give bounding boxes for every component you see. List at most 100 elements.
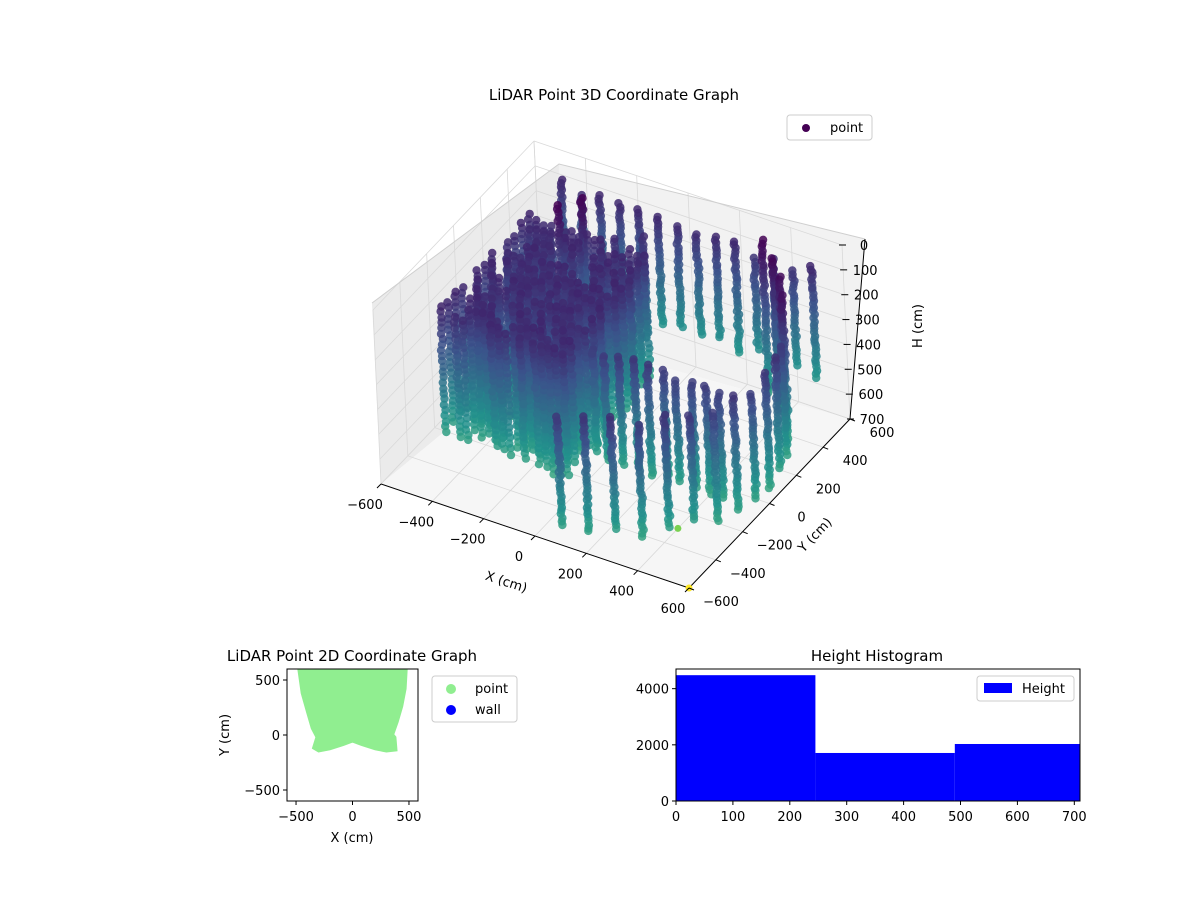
lidar-point (629, 355, 638, 364)
lidar-point (758, 287, 768, 297)
lidar-point (730, 254, 739, 263)
lidar-point (532, 215, 541, 225)
lidar-point (642, 311, 651, 321)
lidar-point (639, 244, 648, 254)
lidar-point (775, 463, 784, 473)
lidar-point (494, 273, 504, 283)
lidar-point (713, 274, 722, 284)
lidar-point (709, 412, 718, 421)
lidar-point (761, 316, 771, 325)
lidar-point (573, 289, 582, 298)
lidar-point (673, 422, 683, 431)
lidar-point (452, 372, 461, 382)
lidar-point (553, 388, 562, 397)
lidar-point (617, 268, 626, 277)
lidar-point (502, 256, 512, 266)
lidar-point (534, 460, 544, 469)
lidar-point (595, 264, 604, 273)
lidar-point (729, 401, 738, 410)
lidar-point (612, 334, 621, 343)
lidar-point (633, 259, 643, 268)
lidar-point (775, 283, 784, 292)
lidar-point (659, 373, 668, 383)
lidar-point (441, 417, 451, 426)
lidar-point (732, 290, 742, 299)
lidar-point (595, 304, 604, 314)
lidar-point (451, 356, 461, 366)
lidar-point (472, 293, 482, 302)
lidar-point (772, 393, 781, 403)
lidar-point (629, 379, 638, 388)
lidar-point (655, 258, 665, 267)
chart-3d-title: LiDAR Point 3D Coordinate Graph (489, 86, 739, 104)
lidar-point (687, 399, 696, 408)
lidar-point (595, 332, 605, 341)
lidar-point (525, 225, 534, 234)
lidar-point (574, 367, 583, 376)
lidar-point (761, 336, 770, 346)
lidar-point (688, 467, 697, 476)
lidar-point (567, 269, 577, 279)
lidar-point (732, 491, 742, 500)
lidar-point (713, 513, 722, 523)
lidar-point (610, 323, 620, 332)
lidar-point (551, 360, 560, 369)
lidar-point (574, 313, 583, 323)
lidar-point (694, 292, 704, 301)
lidar-point (809, 320, 819, 330)
lidar-point (510, 356, 519, 366)
lidar-point (562, 437, 571, 447)
lidar-point (617, 409, 626, 418)
lidar-point (754, 345, 764, 354)
lidar-point (708, 433, 718, 442)
lidar-point (488, 248, 497, 258)
lidar-point (573, 359, 582, 369)
point-cloud-3d (436, 175, 822, 592)
lidar-point (596, 205, 605, 215)
lidar-point (710, 447, 719, 456)
lidar-point (559, 312, 568, 321)
lidar-point (748, 404, 757, 413)
lidar-point (734, 341, 743, 351)
lidar-point (573, 278, 582, 287)
lidar-point (660, 432, 670, 441)
lidar-point (732, 467, 741, 476)
lidar-point (546, 388, 555, 397)
lidar-point (532, 231, 541, 240)
lidar-point (460, 360, 469, 369)
lidar-point (616, 284, 626, 293)
lidar-point (506, 450, 516, 460)
lidar-point (749, 275, 758, 284)
lidar-point (709, 420, 718, 429)
lidar-point (686, 425, 695, 435)
lidar-point (734, 334, 743, 343)
z-axis-line (849, 238, 866, 420)
lidar-point (761, 309, 771, 318)
lidar-point (627, 332, 636, 341)
lidar-point (554, 248, 564, 257)
lidar-point (610, 234, 619, 243)
lidar-point (575, 397, 585, 406)
lidar-point (576, 210, 586, 219)
lidar-point (503, 267, 512, 277)
lidar-point (783, 450, 792, 460)
lidar-point (501, 329, 510, 339)
lidar-point (488, 387, 497, 396)
lidar-point (697, 327, 706, 336)
lidar-point (601, 400, 610, 409)
lidar-point (694, 278, 703, 287)
lidar-point (764, 442, 773, 451)
lidar-point (752, 303, 761, 313)
lidar-point (617, 425, 626, 435)
lidar-point (762, 431, 772, 440)
chart-3d: LiDAR Point 3D Coordinate Graph −600−400… (347, 86, 926, 617)
lidar-point (653, 236, 663, 245)
lidar-point (621, 377, 631, 387)
lidar-point (516, 310, 525, 319)
lidar-point (653, 212, 662, 222)
lidar-point (689, 491, 699, 501)
lidar-point (546, 382, 555, 391)
lidar-point (605, 330, 614, 339)
lidar-point (759, 274, 768, 283)
lidar-point (643, 375, 652, 384)
